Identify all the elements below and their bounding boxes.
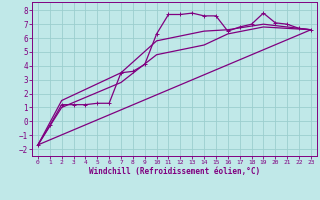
X-axis label: Windchill (Refroidissement éolien,°C): Windchill (Refroidissement éolien,°C) [89,167,260,176]
